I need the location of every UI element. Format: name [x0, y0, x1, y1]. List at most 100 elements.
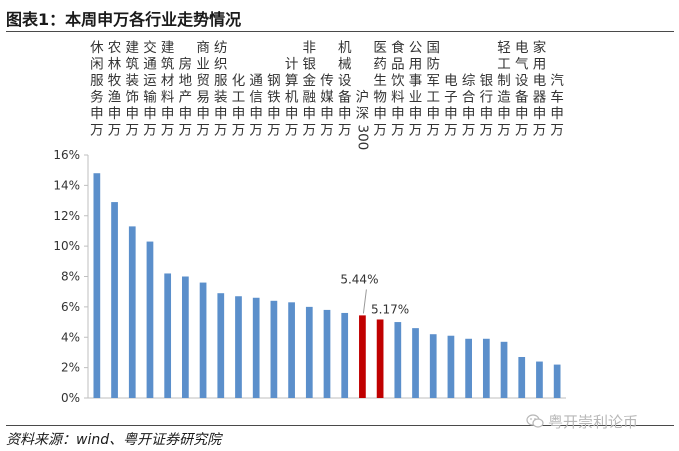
- x-tick-label-char: 深: [356, 106, 370, 122]
- x-tick-label-char: 交: [143, 39, 157, 56]
- y-tick-label: 16%: [53, 148, 80, 162]
- x-tick-label-char: 媒: [320, 90, 334, 106]
- x-tick-label-char: 钢: [267, 73, 281, 89]
- x-tick-label-char: 汽: [550, 73, 564, 89]
- y-tick-label: 12%: [53, 209, 80, 223]
- bar: [323, 309, 331, 398]
- x-tick-label-char: 申: [320, 106, 334, 122]
- x-tick-label-char: 器: [533, 90, 547, 106]
- x-tick-label-char: 牧: [108, 73, 122, 89]
- bar: [217, 293, 225, 398]
- x-tick-label-char: 工: [426, 90, 440, 106]
- x-tick-label-char: 通: [143, 57, 157, 73]
- x-tick-label-char: 万: [126, 123, 140, 139]
- x-tick-label-char: 用: [409, 57, 423, 73]
- x-tick-label-char: 运: [143, 73, 157, 89]
- x-tick-label-char: 申: [550, 106, 564, 122]
- x-tick-label-char: 万: [373, 123, 387, 139]
- footer-divider: [6, 425, 674, 426]
- x-tick-label-char: 申: [249, 106, 263, 122]
- x-tick-label-char: 材: [161, 73, 175, 89]
- x-tick-label-char: 申: [303, 106, 317, 122]
- x-tick-label-char: 易: [196, 90, 210, 106]
- y-tick-label: 4%: [61, 330, 80, 344]
- x-tick-label-char: 行: [480, 90, 494, 106]
- x-tick-label-char: 万: [462, 123, 476, 139]
- x-tick-label-char: 农: [108, 40, 122, 56]
- x-tick-label-char: 银: [480, 73, 494, 89]
- x-tick-label-char: 事: [409, 73, 423, 89]
- x-tick-label-char: 业: [409, 90, 423, 106]
- bar: [429, 334, 437, 398]
- x-tick-label-char: 申: [161, 106, 175, 122]
- x-tick-label-char: 万: [285, 123, 299, 139]
- data-label-leader: [362, 289, 367, 314]
- bar: [376, 319, 384, 398]
- x-tick-label-char: 铁: [267, 90, 281, 106]
- bar: [394, 322, 402, 398]
- bar: [111, 202, 118, 398]
- bar: [93, 173, 101, 398]
- x-tick-label-char: 建: [126, 40, 140, 56]
- x-tick-label-char: 申: [214, 106, 228, 122]
- x-tick-label-char: 公: [409, 40, 423, 56]
- x-tick-label-char: 万: [338, 123, 352, 139]
- x-tick-label-char: 申: [533, 106, 547, 122]
- x-tick-label-char: 闲: [90, 57, 104, 73]
- x-tick-label-char: 药: [373, 57, 387, 73]
- x-tick-label-char: 电: [444, 73, 458, 89]
- x-tick-label-char: 申: [108, 106, 122, 122]
- x-tick-label-char: 装: [214, 90, 228, 106]
- x-tick-label-char: 造: [497, 90, 511, 106]
- bar: [518, 356, 526, 398]
- bar: [482, 338, 490, 398]
- bar: [270, 300, 278, 398]
- bar: [182, 276, 189, 398]
- x-tick-label-char: 通: [249, 73, 263, 89]
- x-tick-label-char: 申: [90, 106, 104, 122]
- x-tick-label-char: 万: [480, 123, 494, 139]
- x-tick-label-char: 用: [533, 57, 547, 73]
- x-tick-label-char: 申: [143, 106, 157, 122]
- y-tick-label: 0%: [61, 391, 80, 405]
- x-tick-label-char: 申: [426, 106, 440, 122]
- x-tick-label-char: 万: [550, 123, 564, 139]
- chart-title: 图表1：本周申万各行业走势情况: [6, 10, 242, 29]
- bar: [252, 297, 260, 398]
- x-tick-label-char: 申: [444, 106, 458, 122]
- x-tick-label-char: 备: [338, 89, 352, 106]
- x-tick-label-char: 商: [196, 40, 210, 56]
- x-tick-label-char: 食: [391, 39, 405, 56]
- wechat-icon: [526, 414, 544, 428]
- x-tick-label-char: 料: [391, 90, 405, 106]
- x-tick-label-char: 申: [126, 106, 140, 122]
- x-tick-label-char: 家: [533, 39, 547, 56]
- x-tick-label-char: 轻: [497, 40, 511, 56]
- bar: [447, 335, 455, 398]
- x-tick-label-char: 万: [161, 123, 175, 139]
- x-tick-label-char: 业: [196, 57, 210, 73]
- x-tick-label-char: 申: [338, 106, 352, 122]
- x-tick-label-char: 械: [338, 57, 352, 73]
- x-tick-label-char: 物: [373, 90, 387, 106]
- data-label: 5.17%: [371, 302, 409, 316]
- x-tick-label-char: 申: [497, 106, 511, 122]
- x-tick-label-char: 申: [373, 106, 387, 122]
- x-tick-label-char: 贸: [196, 73, 210, 89]
- y-tick-label: 14%: [53, 178, 80, 192]
- x-tick-label-char: 万: [444, 123, 458, 139]
- bar: [359, 315, 366, 398]
- bar: [128, 226, 136, 398]
